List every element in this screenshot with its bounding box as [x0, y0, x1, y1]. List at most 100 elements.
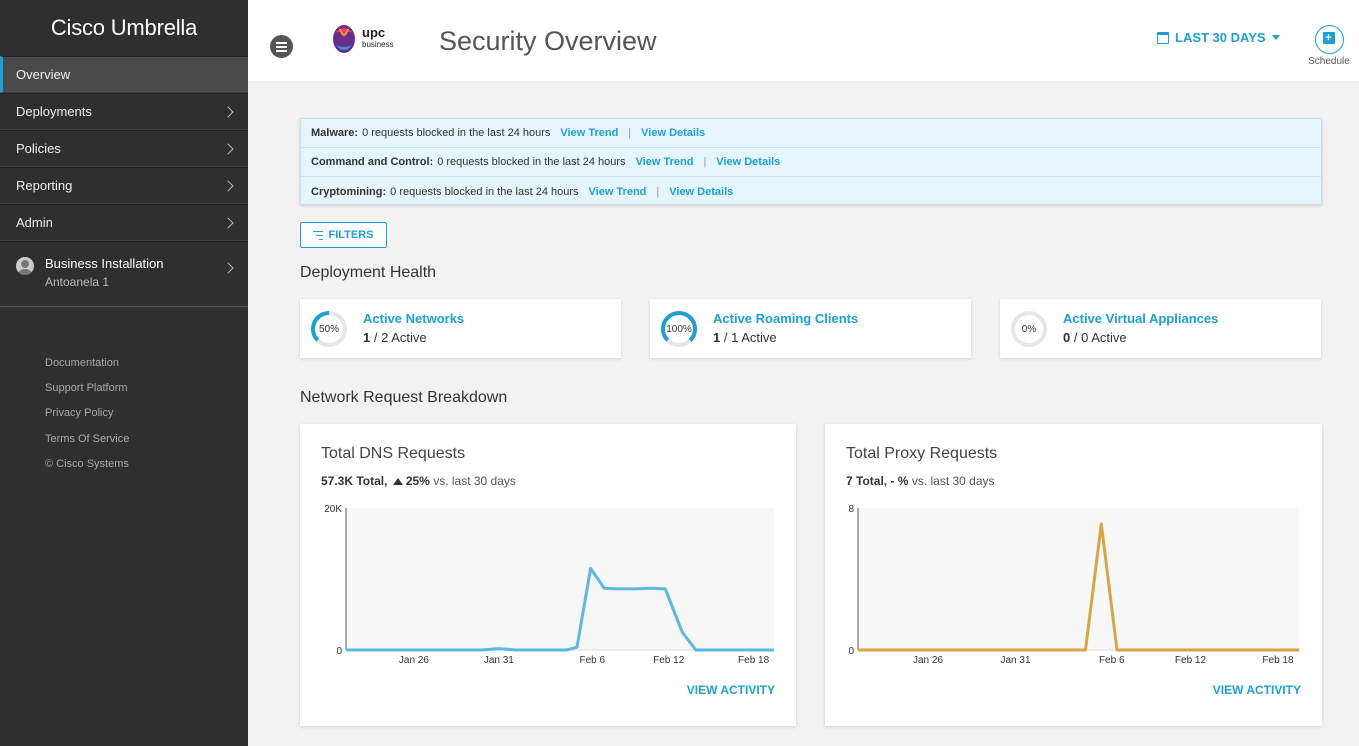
sidebar-item-deployments[interactable]: Deployments	[0, 93, 248, 130]
sidebar-item-admin[interactable]: Admin	[0, 204, 248, 241]
documentation-link[interactable]: Documentation	[45, 357, 119, 369]
terms-of-service-link[interactable]: Terms Of Service	[45, 432, 130, 445]
sidebar-item-label: Deployments	[16, 104, 92, 119]
alert-command-control: Command and Control: 0 requests blocked …	[301, 148, 1321, 177]
account-name: Business Installation	[45, 256, 164, 271]
plot-area	[346, 508, 774, 650]
y-tick-label: 20K	[324, 504, 342, 515]
x-tick-label: Feb 18	[1262, 655, 1294, 666]
view-details-link[interactable]: View Details	[641, 127, 706, 139]
y-tick-label: 8	[848, 504, 854, 515]
dns-requests-card: Total DNS Requests 57.3K Total, 25% vs. …	[300, 424, 796, 726]
health-value: 0 / 0 Active	[1063, 330, 1127, 345]
x-tick-label: Jan 26	[913, 655, 943, 666]
filters-label: FILTERS	[328, 229, 374, 241]
security-alerts: Malware: 0 requests blocked in the last …	[300, 118, 1322, 205]
sidebar-item-label: Admin	[16, 215, 53, 230]
x-tick-label: Feb 12	[1175, 655, 1207, 666]
filters-button[interactable]: FILTERS	[300, 222, 387, 248]
sidebar-item-overview[interactable]: Overview	[0, 56, 248, 93]
calendar-icon	[1157, 31, 1169, 44]
deployment-health-title: Deployment Health	[300, 264, 437, 281]
arrow-up-icon	[392, 478, 403, 485]
chevron-right-icon	[222, 105, 234, 118]
gauge-icon	[311, 311, 347, 347]
avatar	[16, 257, 34, 275]
chevron-right-icon	[222, 216, 234, 229]
active-roaming-clients-link[interactable]: Active Roaming Clients	[713, 311, 859, 326]
menu-icon[interactable]	[270, 35, 293, 58]
health-card-roaming-clients: 100% Active Roaming Clients 1 / 1 Active	[650, 299, 971, 358]
sidebar-item-label: Policies	[16, 141, 61, 156]
x-tick-label: Jan 26	[399, 655, 429, 666]
alert-label: Malware:	[311, 127, 359, 139]
view-details-link[interactable]: View Details	[716, 156, 781, 168]
x-tick-label: Feb 12	[653, 655, 685, 666]
view-trend-link[interactable]: View Trend	[588, 185, 647, 198]
header: upc business Security Overview LAST 30 D…	[248, 0, 1359, 81]
page-title: Security Overview	[439, 26, 657, 56]
view-activity-link[interactable]: VIEW ACTIVITY	[1212, 683, 1301, 697]
sidebar-item-label: Overview	[16, 67, 71, 82]
sidebar-account[interactable]: Business Installation Antoanela 1	[0, 241, 248, 307]
x-tick-label: Feb 6	[1099, 655, 1125, 666]
series-line	[858, 522, 1299, 652]
filter-icon	[313, 230, 324, 240]
health-card-networks: 50% Active Networks 1 / 2 Active	[300, 299, 621, 358]
logo-text: upc	[362, 25, 385, 40]
dns-line-chart: 20K 0 Jan 26 Jan 31 Feb 6 Feb 12 Feb 18	[324, 504, 774, 666]
account-org: Antoanela 1	[45, 275, 110, 289]
chevron-right-icon	[222, 262, 234, 274]
gauge-icon	[661, 311, 697, 347]
alert-label: Command and Control:	[311, 156, 434, 168]
x-tick-label: Feb 6	[579, 655, 605, 666]
separator: |	[703, 156, 707, 168]
chart-summary: 7 Total, - % vs. last 30 days	[846, 474, 995, 488]
network-breakdown-title: Network Request Breakdown	[300, 389, 508, 406]
chart-title: Total DNS Requests	[321, 445, 466, 462]
date-range-dropdown[interactable]: LAST 30 DAYS	[1157, 30, 1280, 45]
sidebar-item-reporting[interactable]: Reporting	[0, 167, 248, 204]
sidebar-item-label: Reporting	[16, 178, 73, 193]
active-virtual-appliances-link[interactable]: Active Virtual Appliances	[1063, 311, 1219, 326]
alert-text: 0 requests blocked in the last 24 hours	[437, 156, 626, 168]
gauge-percent: 50%	[318, 323, 339, 335]
schedule-button[interactable]: Schedule	[1303, 25, 1355, 67]
alert-text: 0 requests blocked in the last 24 hours	[362, 127, 551, 139]
upc-business-logo: upc business	[332, 21, 404, 57]
brand-title: Cisco Umbrella	[50, 15, 198, 40]
view-details-link[interactable]: View Details	[669, 185, 734, 198]
health-value: 1 / 1 Active	[713, 330, 777, 345]
sidebar-item-policies[interactable]: Policies	[0, 130, 248, 167]
chevron-right-icon	[222, 142, 234, 155]
date-range-label: LAST 30 DAYS	[1175, 30, 1266, 45]
alert-text: 0 requests blocked in the last 24 hours	[390, 185, 579, 198]
footer-links: Documentation Support Platform Privacy P…	[0, 307, 248, 477]
support-platform-link[interactable]: Support Platform	[45, 382, 128, 395]
gauge-percent: 100%	[666, 323, 692, 335]
health-value: 1 / 2 Active	[363, 330, 427, 345]
chevron-right-icon	[222, 179, 234, 192]
sidebar: Cisco Umbrella Overview Deployments Poli…	[0, 0, 248, 746]
active-networks-link[interactable]: Active Networks	[363, 311, 465, 326]
view-activity-link[interactable]: VIEW ACTIVITY	[686, 683, 775, 697]
schedule-label: Schedule	[1308, 56, 1350, 67]
health-card-virtual-appliances: 0% Active Virtual Appliances 0 / 0 Activ…	[1000, 299, 1321, 358]
privacy-policy-link[interactable]: Privacy Policy	[45, 407, 114, 420]
proxy-requests-card: Total Proxy Requests 7 Total, - % vs. la…	[825, 424, 1322, 726]
copyright-text: © Cisco Systems	[45, 457, 129, 470]
x-tick-label: Jan 31	[1000, 655, 1030, 666]
logo-subtext: business	[362, 40, 394, 49]
alert-label: Cryptomining:	[311, 185, 387, 198]
view-trend-link[interactable]: View Trend	[560, 127, 619, 139]
view-trend-link[interactable]: View Trend	[635, 156, 694, 168]
gauge-icon	[1011, 311, 1047, 347]
proxy-line-chart: 8 0 Jan 26 Jan 31 Feb 6 Feb 12 Feb 18	[848, 504, 1299, 666]
plot-area	[858, 508, 1299, 650]
chart-summary: 57.3K Total, 25% vs. last 30 days	[321, 474, 516, 488]
y-tick-label: 0	[336, 646, 342, 657]
caret-down-icon	[1271, 35, 1280, 40]
x-tick-label: Jan 31	[484, 655, 514, 666]
y-tick-label: 0	[848, 646, 854, 657]
schedule-icon	[1314, 25, 1344, 54]
